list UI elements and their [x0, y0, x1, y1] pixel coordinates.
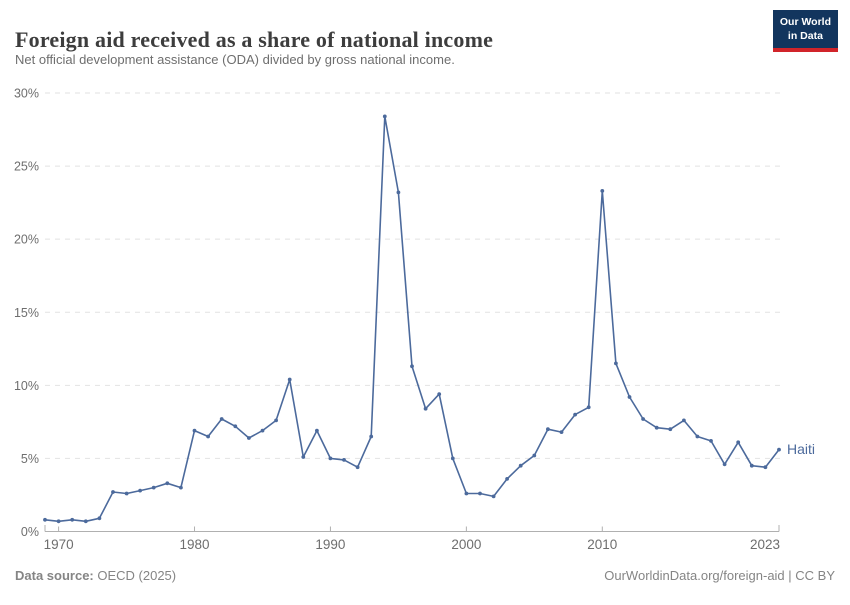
data-point: [70, 517, 75, 522]
data-point: [749, 463, 754, 468]
data-point: [260, 428, 265, 433]
data-point: [450, 456, 455, 461]
data-point: [437, 392, 442, 396]
attribution-link[interactable]: OurWorldinData.org/foreign-aid | CC BY: [604, 568, 835, 583]
data-point: [559, 430, 564, 434]
data-point: [505, 477, 509, 481]
data-point: [355, 465, 360, 470]
data-point: [165, 481, 170, 486]
data-point: [287, 377, 292, 382]
data-point: [138, 488, 143, 493]
y-tick-label: 5%: [21, 452, 39, 466]
x-tick-label: 1990: [315, 537, 345, 552]
data-point: [654, 425, 659, 430]
x-tick-label: 2010: [587, 537, 617, 552]
owid-logo: Our World in Data: [772, 10, 838, 53]
data-point: [179, 485, 183, 490]
data-point: [736, 440, 741, 445]
data-point: [151, 485, 156, 490]
data-point: [342, 458, 346, 462]
data-point: [301, 455, 306, 459]
owid-logo-line2: in Data: [787, 29, 823, 42]
data-point: [518, 463, 523, 468]
data-point: [614, 361, 618, 366]
data-point: [668, 427, 673, 432]
data-source-value: OECD (2025): [93, 568, 177, 583]
data-point: [709, 439, 713, 443]
owid-logo-line1: Our World: [779, 16, 831, 28]
chart-subtitle: Net official development assistance (ODA…: [15, 52, 455, 67]
data-point: [315, 428, 319, 433]
data-point: [641, 417, 645, 421]
data-point: [382, 114, 387, 119]
data-source: Data source: OECD (2025): [15, 568, 176, 583]
data-point: [219, 417, 224, 421]
x-tick-label: 1980: [179, 537, 209, 552]
data-point: [56, 519, 61, 524]
data-point: [423, 406, 428, 411]
data-point: [328, 456, 333, 461]
data-point: [369, 434, 374, 439]
y-tick-label: 0%: [21, 525, 39, 539]
data-point: [682, 418, 686, 423]
data-point: [396, 190, 401, 195]
data-point: [233, 424, 238, 429]
data-point: [722, 462, 727, 467]
data-point: [532, 453, 537, 458]
data-point: [763, 465, 768, 470]
data-point: [124, 491, 129, 496]
data-point: [97, 516, 102, 521]
data-point: [206, 434, 211, 439]
data-source-label: Data source:: [15, 568, 94, 583]
data-point: [43, 517, 47, 522]
data-point: [247, 436, 251, 440]
page-title: Foreign aid received as a share of natio…: [15, 26, 494, 52]
chart-footer: Data source: OECD (2025) OurWorldinData.…: [15, 568, 835, 583]
data-point: [573, 412, 577, 417]
y-tick-label: 15%: [14, 306, 39, 320]
series-end-label[interactable]: Haiti: [787, 441, 815, 457]
data-point: [586, 405, 591, 410]
y-tick-label: 10%: [14, 379, 39, 393]
data-point: [546, 427, 550, 432]
data-point: [478, 491, 482, 496]
y-tick-label: 30%: [14, 87, 39, 101]
y-tick-label: 20%: [14, 233, 39, 247]
series-line: [44, 115, 780, 523]
data-point: [274, 418, 278, 423]
y-tick-label: 25%: [14, 160, 39, 174]
data-point: [695, 434, 700, 439]
data-point: [111, 490, 115, 494]
data-point: [410, 364, 414, 369]
x-tick-label: 1970: [44, 537, 74, 552]
data-point: [83, 519, 88, 524]
data-point: [491, 494, 496, 499]
x-tick-label: 2023: [750, 537, 780, 552]
data-point: [777, 447, 781, 452]
x-tick-label: 2000: [451, 537, 481, 552]
data-point: [464, 491, 469, 496]
data-point: [192, 428, 197, 433]
data-point: [600, 189, 605, 193]
data-point: [627, 395, 632, 399]
